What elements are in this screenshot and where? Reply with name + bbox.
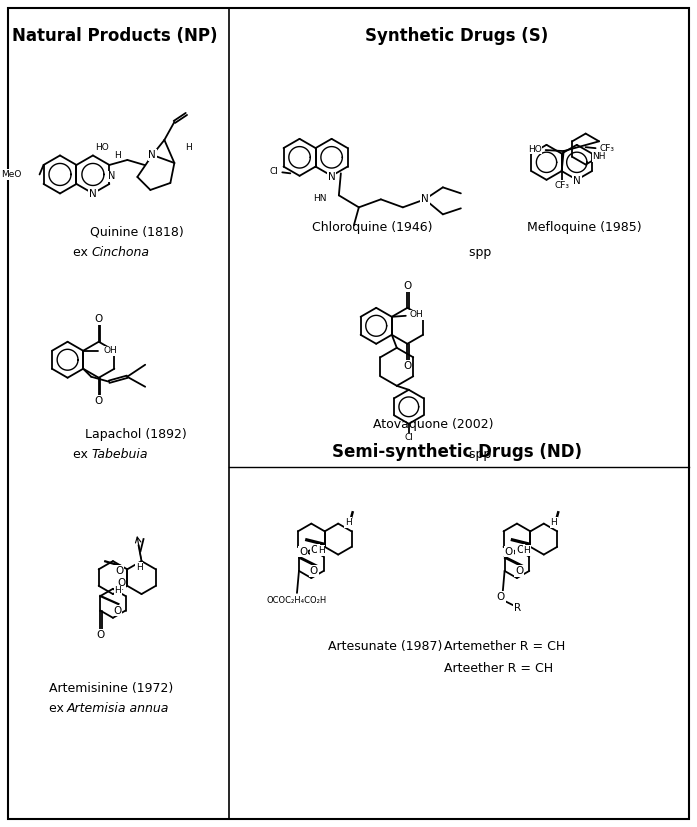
Text: H: H: [551, 518, 557, 527]
Text: O: O: [404, 361, 411, 370]
Text: Mefloquine (1985): Mefloquine (1985): [526, 221, 641, 234]
Text: Cl: Cl: [404, 433, 413, 442]
Text: MeO: MeO: [1, 170, 22, 179]
Text: HN: HN: [314, 194, 327, 203]
Text: O: O: [114, 605, 122, 615]
Text: Artemisinine (1972): Artemisinine (1972): [49, 681, 173, 695]
Text: O: O: [309, 566, 318, 576]
Text: OH: OH: [410, 310, 424, 319]
Text: HO: HO: [528, 145, 542, 154]
Text: O: O: [516, 545, 524, 555]
Text: Quinine (1818): Quinine (1818): [90, 225, 184, 238]
Text: NH: NH: [592, 152, 606, 161]
Text: Semi-synthetic Drugs (ND): Semi-synthetic Drugs (ND): [332, 443, 581, 461]
Text: H: H: [318, 546, 325, 555]
Text: O: O: [96, 629, 105, 639]
Text: Arteether R = CH: Arteether R = CH: [444, 662, 553, 675]
Text: O: O: [115, 566, 123, 576]
Text: R: R: [514, 603, 521, 613]
Text: O: O: [117, 578, 125, 588]
Text: O: O: [95, 313, 103, 323]
Text: H: H: [114, 586, 121, 595]
Text: Artemisia annua: Artemisia annua: [67, 702, 169, 715]
Text: Tabebuia: Tabebuia: [91, 447, 148, 461]
Text: ex: ex: [73, 447, 92, 461]
Text: Natural Products (NP): Natural Products (NP): [13, 26, 217, 45]
Text: OCOC₂H₄CO₂H: OCOC₂H₄CO₂H: [267, 596, 327, 605]
Text: spp: spp: [466, 447, 491, 461]
Text: O: O: [311, 545, 319, 555]
Text: Chloroquine (1946): Chloroquine (1946): [312, 221, 433, 234]
Text: O: O: [505, 547, 513, 557]
Text: N: N: [89, 189, 97, 199]
Text: ex: ex: [73, 246, 92, 259]
Text: N: N: [108, 171, 116, 181]
Text: N: N: [573, 176, 581, 186]
Text: Artemether R = CH: Artemether R = CH: [444, 640, 565, 653]
Text: Artesunate (1987): Artesunate (1987): [328, 640, 443, 653]
Text: Atovaquone (2002): Atovaquone (2002): [373, 418, 493, 431]
Text: N: N: [421, 194, 429, 204]
Text: O: O: [299, 547, 307, 557]
Text: Cl: Cl: [270, 167, 278, 176]
Text: H: H: [136, 563, 143, 571]
Text: N: N: [328, 172, 335, 182]
Text: H: H: [523, 546, 530, 555]
Text: Lapachol (1892): Lapachol (1892): [85, 428, 187, 441]
Text: H: H: [114, 151, 121, 160]
Text: O: O: [496, 592, 505, 602]
Text: O: O: [515, 566, 523, 576]
Text: N: N: [148, 150, 156, 160]
Text: H: H: [185, 143, 192, 152]
Text: H: H: [345, 518, 351, 527]
Text: Cinchona: Cinchona: [91, 246, 149, 259]
Text: spp: spp: [466, 246, 491, 259]
Text: CF₃: CF₃: [599, 144, 615, 153]
Text: O: O: [95, 396, 103, 406]
Text: ex: ex: [49, 702, 68, 715]
Text: CF₃: CF₃: [554, 180, 569, 189]
Text: Synthetic Drugs (S): Synthetic Drugs (S): [365, 26, 548, 45]
Text: O: O: [404, 281, 411, 291]
Text: HO: HO: [95, 143, 109, 152]
Text: OH: OH: [103, 347, 117, 356]
